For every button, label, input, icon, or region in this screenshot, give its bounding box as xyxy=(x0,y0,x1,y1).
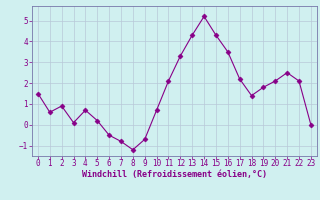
X-axis label: Windchill (Refroidissement éolien,°C): Windchill (Refroidissement éolien,°C) xyxy=(82,170,267,179)
